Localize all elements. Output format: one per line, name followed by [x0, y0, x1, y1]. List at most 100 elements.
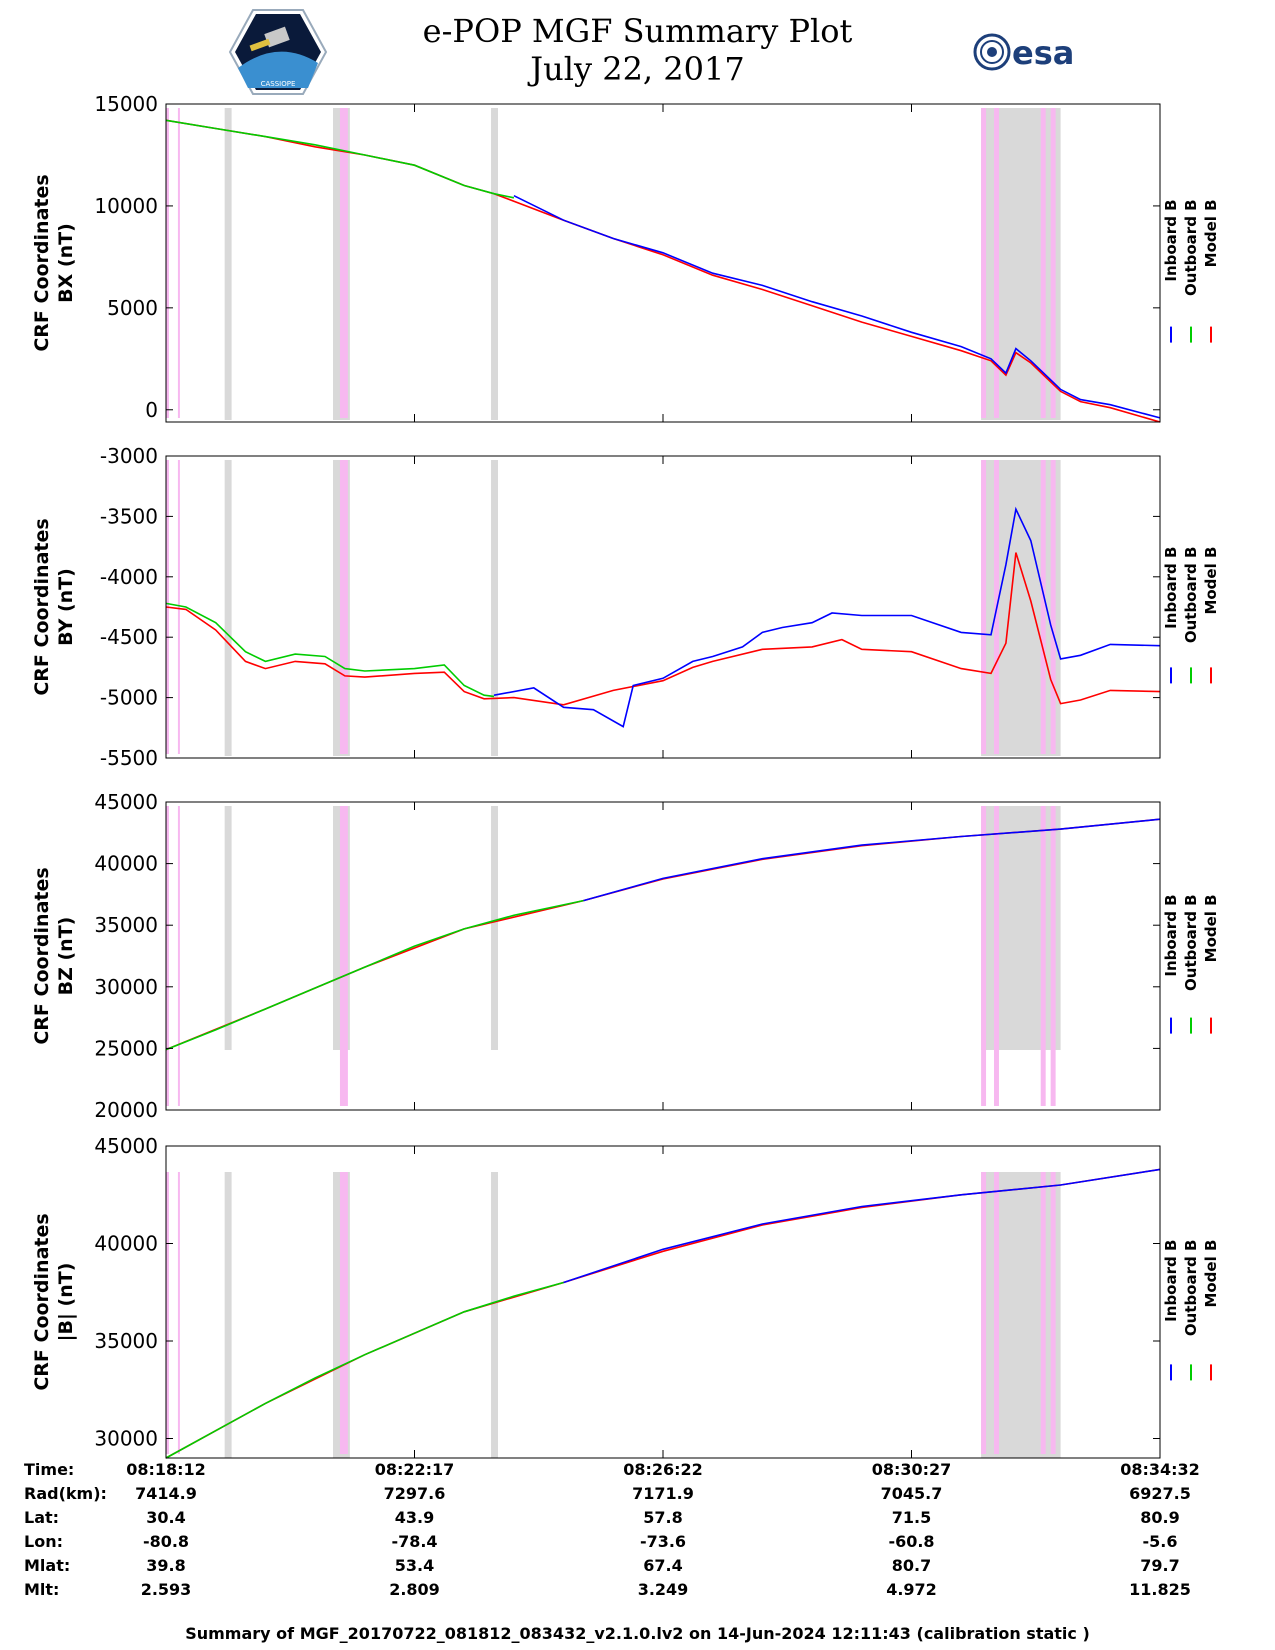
info-row-value: 08:26:22 [623, 1460, 703, 1479]
grey-band [224, 806, 232, 1050]
info-row-value: 11.825 [1129, 1580, 1191, 1599]
info-row-value: 2.593 [140, 1580, 192, 1599]
series-inboard-b-line [583, 818, 1161, 902]
info-row-value: 79.7 [1140, 1556, 1180, 1575]
legend-label-outboard-b: Outboard B [1182, 1240, 1200, 1337]
pink-band [1050, 108, 1056, 418]
info-row-value: 08:34:32 [1120, 1460, 1200, 1479]
info-row-value: 67.4 [643, 1556, 683, 1575]
y-tick-label: 35000 [94, 913, 158, 937]
info-row-value: 3.249 [637, 1580, 689, 1599]
panel-4: 30000 35000 40000 45000 CRF Coordinates |B| (… [31, 1134, 1220, 1459]
legend-label-outboard-b: Outboard B [1182, 199, 1200, 296]
y-tick-label: 30000 [94, 975, 158, 999]
info-row: Lat: 30.4 43.9 57.8 71.5 80.9 [0, 1508, 1275, 1532]
legend-label-model-b: Model B [1202, 199, 1220, 267]
esa-logo: esa [973, 33, 1074, 72]
series-inboard-b-line [493, 506, 1161, 728]
info-row-value: 57.8 [643, 1508, 683, 1527]
y-tick-label: 45000 [94, 1134, 158, 1158]
info-row: Mlat: 39.8 53.4 67.4 80.7 79.7 [0, 1556, 1275, 1580]
pink-band [1040, 460, 1046, 754]
series-outboard-b-line [165, 119, 515, 199]
series-model-b-line [165, 552, 1161, 706]
pink-band [1040, 806, 1046, 1106]
pink-band [177, 806, 180, 1106]
grey-band [981, 108, 1061, 420]
info-row-value: 39.8 [146, 1556, 186, 1575]
y-axis-label-line2: |B| (nT) [55, 1263, 77, 1342]
info-row-value: 4.972 [886, 1580, 937, 1599]
info-row-value: 6927.5 [1129, 1484, 1191, 1503]
pink-band [994, 108, 999, 418]
info-row-value: 7171.9 [632, 1484, 694, 1503]
chart-area: 0 5000 10000 15000 CRF Coordinates BX (nT) Inb… [31, 92, 1220, 1459]
y-axis-label-line1: CRF Coordinates [31, 867, 53, 1044]
y-tick-label: -5500 [100, 746, 158, 770]
grey-band [224, 1172, 232, 1458]
y-tick-label: 10000 [94, 194, 158, 218]
series-inboard-b-line [513, 194, 1161, 419]
grey-band [491, 460, 498, 756]
info-row-value: 80.7 [891, 1556, 932, 1575]
series-outboard-b-line [165, 899, 584, 1051]
panel-3: 20000 25000 30000 35000 40000 45000 CRF Coordi… [31, 790, 1220, 1122]
plot-title-line2: July 22, 2017 [530, 50, 745, 88]
y-tick-label: 40000 [94, 852, 158, 876]
info-row-value: 7414.9 [135, 1484, 197, 1503]
legend-label-outboard-b: Outboard B [1182, 547, 1200, 644]
pink-band [981, 108, 987, 418]
pink-band [994, 806, 999, 1106]
pink-band [994, 1172, 999, 1454]
pink-band [1040, 1172, 1046, 1454]
cassiope-logo: CASSIOPE [228, 9, 328, 95]
info-row: Mlt: 2.593 2.809 3.249 4.972 11.825 [0, 1580, 1275, 1604]
info-row-value: -78.4 [391, 1532, 438, 1551]
y-tick-label: 5000 [107, 296, 158, 320]
pink-band [981, 460, 987, 754]
y-tick-label: 30000 [94, 1427, 158, 1451]
pink-band [166, 806, 169, 1106]
panel-2: -5500 -5000 -4500 -4000 -3500 -3000 CRF Coordi… [31, 444, 1220, 770]
y-axis-label-line2: BX (nT) [55, 223, 77, 303]
pink-band [339, 1172, 348, 1454]
info-row-value: -5.6 [1142, 1532, 1178, 1551]
pink-band [166, 1172, 169, 1454]
legend-label-outboard-b: Outboard B [1182, 894, 1200, 991]
legend-label-model-b: Model B [1202, 547, 1220, 615]
y-tick-label: 45000 [94, 790, 158, 814]
legend-label-model-b: Model B [1202, 894, 1220, 962]
y-axis-label-line1: CRF Coordinates [31, 1213, 53, 1390]
pink-band [981, 806, 987, 1106]
esa-logo-text: esa [1012, 34, 1074, 72]
info-row-value: 08:22:17 [374, 1460, 455, 1479]
series-outboard-b-line [165, 1281, 564, 1459]
legend-label-model-b: Model B [1202, 1240, 1220, 1308]
grey-band [224, 108, 232, 420]
legend-label-inboard-b: Inboard B [1162, 199, 1180, 281]
orbit-info-table: Time: 08:18:12 08:22:17 08:26:22 08:30:27 08:… [0, 1460, 1275, 1610]
pink-band [177, 460, 180, 754]
info-row: Lon: -80.8 -78.4 -73.6 -60.8 -5.6 [0, 1532, 1275, 1556]
y-tick-label: 40000 [94, 1232, 158, 1256]
y-tick-label: 0 [145, 398, 158, 422]
info-row-value: 08:18:12 [126, 1460, 206, 1479]
y-tick-label: 15000 [94, 92, 158, 116]
pink-band [339, 108, 348, 418]
y-tick-label: -5000 [100, 686, 158, 710]
pink-band [177, 108, 180, 418]
info-row-label: Time: [24, 1460, 75, 1479]
info-row-value: -60.8 [888, 1532, 935, 1551]
info-row-value: 43.9 [394, 1508, 435, 1527]
legend-label-inboard-b: Inboard B [1162, 1240, 1180, 1322]
series-outboard-b-line [165, 602, 495, 698]
info-row-value: 71.5 [891, 1508, 932, 1527]
y-axis-label-line2: BZ (nT) [55, 917, 77, 996]
cassiope-logo-text: CASSIOPE [261, 80, 296, 88]
info-row-label: Mlt: [24, 1580, 60, 1599]
grey-band [981, 806, 1061, 1050]
info-row-value: 80.9 [1140, 1508, 1180, 1527]
pink-band [1050, 1172, 1056, 1454]
info-row-label: Rad(km): [24, 1484, 107, 1503]
info-row-value: 7045.7 [880, 1484, 943, 1503]
